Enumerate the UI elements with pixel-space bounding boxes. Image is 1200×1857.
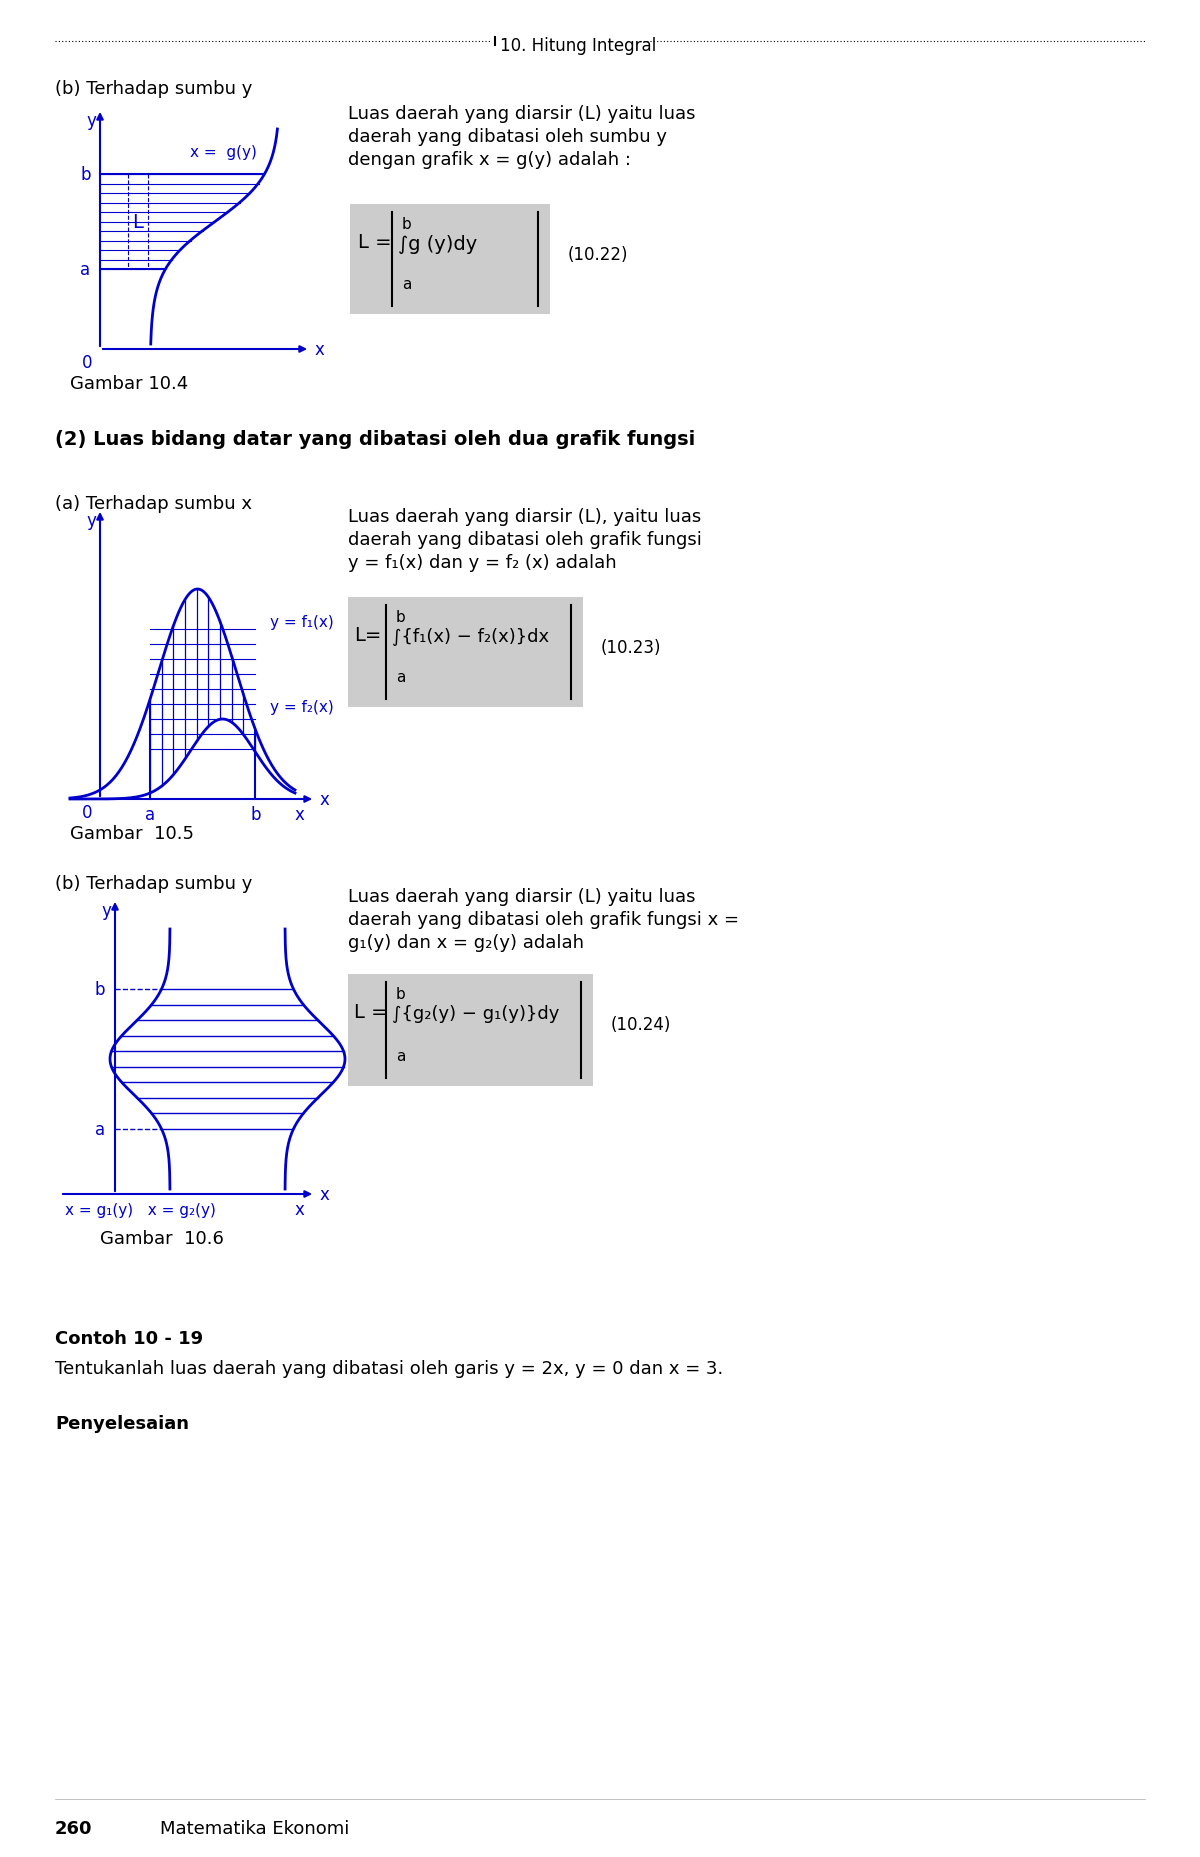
Bar xyxy=(350,204,550,316)
Text: y: y xyxy=(101,901,110,919)
Text: b: b xyxy=(250,806,260,823)
Text: x: x xyxy=(295,1200,305,1218)
Text: daerah yang dibatasi oleh grafik fungsi x =: daerah yang dibatasi oleh grafik fungsi … xyxy=(348,910,739,928)
Text: b: b xyxy=(80,165,90,184)
Text: 0: 0 xyxy=(82,355,92,371)
Text: x = g₁(y)   x = g₂(y): x = g₁(y) x = g₂(y) xyxy=(65,1201,216,1218)
Text: Matematika Ekonomi: Matematika Ekonomi xyxy=(160,1820,349,1837)
Text: ∫{g₂(y) − g₁(y)}dy: ∫{g₂(y) − g₁(y)}dy xyxy=(392,1005,559,1023)
Text: a: a xyxy=(402,277,412,292)
Text: (b) Terhadap sumbu y: (b) Terhadap sumbu y xyxy=(55,875,252,893)
Text: b: b xyxy=(95,980,106,999)
Bar xyxy=(348,975,593,1086)
Text: dengan grafik x = g(y) adalah :: dengan grafik x = g(y) adalah : xyxy=(348,150,631,169)
Text: y: y xyxy=(86,513,96,529)
Text: b: b xyxy=(396,986,406,1001)
Text: daerah yang dibatasi oleh grafik fungsi: daerah yang dibatasi oleh grafik fungsi xyxy=(348,531,702,548)
Text: (10.23): (10.23) xyxy=(601,639,661,657)
Text: 10. Hitung Integral: 10. Hitung Integral xyxy=(500,37,656,56)
Text: b: b xyxy=(402,217,412,232)
Text: x: x xyxy=(320,791,330,808)
Text: a: a xyxy=(145,806,155,823)
Text: (2) Luas bidang datar yang dibatasi oleh dua grafik fungsi: (2) Luas bidang datar yang dibatasi oleh… xyxy=(55,429,695,449)
Text: L =: L = xyxy=(354,1003,388,1021)
Text: g₁(y) dan x = g₂(y) adalah: g₁(y) dan x = g₂(y) adalah xyxy=(348,934,584,951)
Text: 260: 260 xyxy=(55,1820,92,1837)
Text: Penyelesaian: Penyelesaian xyxy=(55,1415,190,1432)
Text: L=: L= xyxy=(354,626,382,644)
Text: Gambar 10.4: Gambar 10.4 xyxy=(70,375,188,394)
Text: Luas daerah yang diarsir (L) yaitu luas: Luas daerah yang diarsir (L) yaitu luas xyxy=(348,888,696,906)
Text: x: x xyxy=(314,342,325,358)
Text: a: a xyxy=(396,1049,406,1064)
Text: ∫g (y)dy: ∫g (y)dy xyxy=(398,234,478,254)
Text: Contoh 10 - 19: Contoh 10 - 19 xyxy=(55,1330,203,1348)
Text: ∫{f₁(x) − f₂(x)}dx: ∫{f₁(x) − f₂(x)}dx xyxy=(392,628,550,646)
Bar xyxy=(348,598,583,708)
Text: (a) Terhadap sumbu x: (a) Terhadap sumbu x xyxy=(55,494,252,513)
Text: Gambar  10.6: Gambar 10.6 xyxy=(100,1229,224,1248)
Text: 0: 0 xyxy=(82,804,92,821)
Text: a: a xyxy=(80,260,90,279)
Text: (b) Terhadap sumbu y: (b) Terhadap sumbu y xyxy=(55,80,252,98)
Text: b: b xyxy=(396,609,406,624)
Text: Tentukanlah luas daerah yang dibatasi oleh garis y = 2x, y = 0 dan x = 3.: Tentukanlah luas daerah yang dibatasi ol… xyxy=(55,1359,724,1378)
Text: x: x xyxy=(320,1185,330,1203)
Text: a: a xyxy=(95,1120,106,1138)
Text: Luas daerah yang diarsir (L) yaitu luas: Luas daerah yang diarsir (L) yaitu luas xyxy=(348,106,696,123)
Text: (10.24): (10.24) xyxy=(611,1016,671,1034)
Text: L: L xyxy=(132,214,144,232)
Text: y = f₂(x): y = f₂(x) xyxy=(270,700,334,715)
Text: (10.22): (10.22) xyxy=(568,245,629,264)
Text: L =: L = xyxy=(358,232,391,253)
Text: a: a xyxy=(396,670,406,685)
Text: x =  g(y): x = g(y) xyxy=(190,145,257,160)
Text: x: x xyxy=(295,806,305,823)
Text: y = f₁(x): y = f₁(x) xyxy=(270,615,334,630)
Text: y = f₁(x) dan y = f₂ (x) adalah: y = f₁(x) dan y = f₂ (x) adalah xyxy=(348,553,617,572)
Text: daerah yang dibatasi oleh sumbu y: daerah yang dibatasi oleh sumbu y xyxy=(348,128,667,147)
Text: Gambar  10.5: Gambar 10.5 xyxy=(70,825,194,843)
Text: y: y xyxy=(86,111,96,130)
Text: Luas daerah yang diarsir (L), yaitu luas: Luas daerah yang diarsir (L), yaitu luas xyxy=(348,507,701,526)
